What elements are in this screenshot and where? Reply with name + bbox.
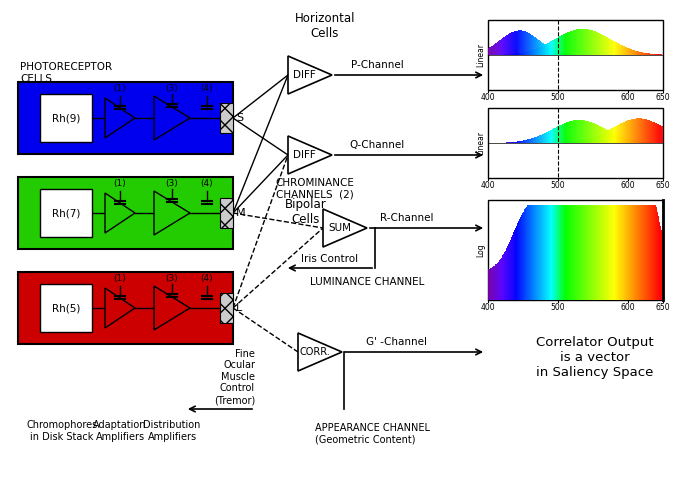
Text: Adaptation
Amplifiers: Adaptation Amplifiers bbox=[93, 420, 147, 441]
Polygon shape bbox=[323, 209, 367, 247]
Text: 600: 600 bbox=[621, 303, 636, 312]
Text: Distribution
Amplifiers: Distribution Amplifiers bbox=[144, 420, 201, 441]
Polygon shape bbox=[105, 98, 135, 138]
Text: APPEARANCE CHANNEL
(Geometric Content): APPEARANCE CHANNEL (Geometric Content) bbox=[315, 423, 430, 444]
Text: 500: 500 bbox=[551, 93, 566, 102]
Text: S: S bbox=[236, 113, 243, 123]
Text: 600: 600 bbox=[621, 181, 636, 190]
Text: Fine
Ocular
Muscle
Control
(Tremor): Fine Ocular Muscle Control (Tremor) bbox=[214, 348, 255, 405]
Text: LUMINANCE CHANNEL: LUMINANCE CHANNEL bbox=[310, 277, 424, 287]
Polygon shape bbox=[105, 288, 135, 328]
Text: (1): (1) bbox=[113, 274, 127, 283]
Text: CORR.: CORR. bbox=[299, 347, 330, 357]
Polygon shape bbox=[154, 191, 190, 235]
Text: 600: 600 bbox=[621, 93, 636, 102]
Bar bbox=[220, 198, 233, 228]
Text: 650: 650 bbox=[656, 181, 671, 190]
Polygon shape bbox=[154, 96, 190, 140]
Text: 400: 400 bbox=[481, 181, 496, 190]
Text: 650: 650 bbox=[656, 93, 671, 102]
Bar bbox=[18, 272, 233, 344]
Text: 500: 500 bbox=[551, 303, 566, 312]
Text: R-Channel: R-Channel bbox=[380, 213, 434, 223]
Polygon shape bbox=[288, 136, 332, 174]
Bar bbox=[488, 200, 663, 300]
Bar bbox=[220, 103, 233, 133]
Text: Linear: Linear bbox=[476, 131, 485, 155]
Text: DIFF: DIFF bbox=[293, 150, 316, 160]
Text: 650: 650 bbox=[656, 303, 671, 312]
Text: Bipolar
Cells: Bipolar Cells bbox=[285, 198, 327, 226]
Bar bbox=[18, 177, 233, 249]
Text: SUM: SUM bbox=[328, 223, 351, 233]
Bar bbox=[488, 108, 663, 178]
Text: P-Channel: P-Channel bbox=[351, 60, 403, 70]
Bar bbox=[40, 94, 92, 142]
Bar bbox=[18, 82, 233, 154]
Text: (3): (3) bbox=[166, 84, 179, 93]
Bar bbox=[220, 293, 233, 323]
Bar bbox=[488, 20, 663, 90]
Polygon shape bbox=[298, 333, 342, 371]
Text: Correlator Output
is a vector
in Saliency Space: Correlator Output is a vector in Salienc… bbox=[536, 336, 654, 378]
Text: PHOTORECEPTOR
CELLS: PHOTORECEPTOR CELLS bbox=[20, 62, 112, 84]
Text: (3): (3) bbox=[166, 179, 179, 188]
Text: Q-Channel: Q-Channel bbox=[349, 140, 405, 150]
Text: CHROMINANCE
CHANNELS  (2): CHROMINANCE CHANNELS (2) bbox=[276, 178, 354, 199]
Text: G' -Channel: G' -Channel bbox=[367, 337, 428, 347]
Text: Horizontal
Cells: Horizontal Cells bbox=[295, 12, 355, 40]
Text: 400: 400 bbox=[481, 303, 496, 312]
Text: M: M bbox=[236, 208, 246, 218]
Polygon shape bbox=[105, 193, 135, 233]
Text: (3): (3) bbox=[166, 274, 179, 283]
Text: Chromophores
in Disk Stack: Chromophores in Disk Stack bbox=[27, 420, 97, 441]
Text: 500: 500 bbox=[551, 181, 566, 190]
Text: Rh(5): Rh(5) bbox=[52, 303, 80, 313]
Polygon shape bbox=[288, 56, 332, 94]
Text: DIFF: DIFF bbox=[293, 70, 316, 80]
Text: Linear: Linear bbox=[476, 43, 485, 67]
Polygon shape bbox=[154, 286, 190, 330]
Text: Log: Log bbox=[476, 243, 485, 257]
Text: L: L bbox=[236, 303, 242, 313]
Text: Iris Control: Iris Control bbox=[302, 254, 358, 264]
Text: (1): (1) bbox=[113, 179, 127, 188]
Bar bbox=[40, 284, 92, 332]
Text: (4): (4) bbox=[201, 179, 214, 188]
Text: Rh(7): Rh(7) bbox=[52, 208, 80, 218]
Text: (4): (4) bbox=[201, 274, 214, 283]
Text: (1): (1) bbox=[113, 84, 127, 93]
Bar bbox=[40, 189, 92, 237]
Text: (4): (4) bbox=[201, 84, 214, 93]
Text: Rh(9): Rh(9) bbox=[52, 113, 80, 123]
Text: 400: 400 bbox=[481, 93, 496, 102]
